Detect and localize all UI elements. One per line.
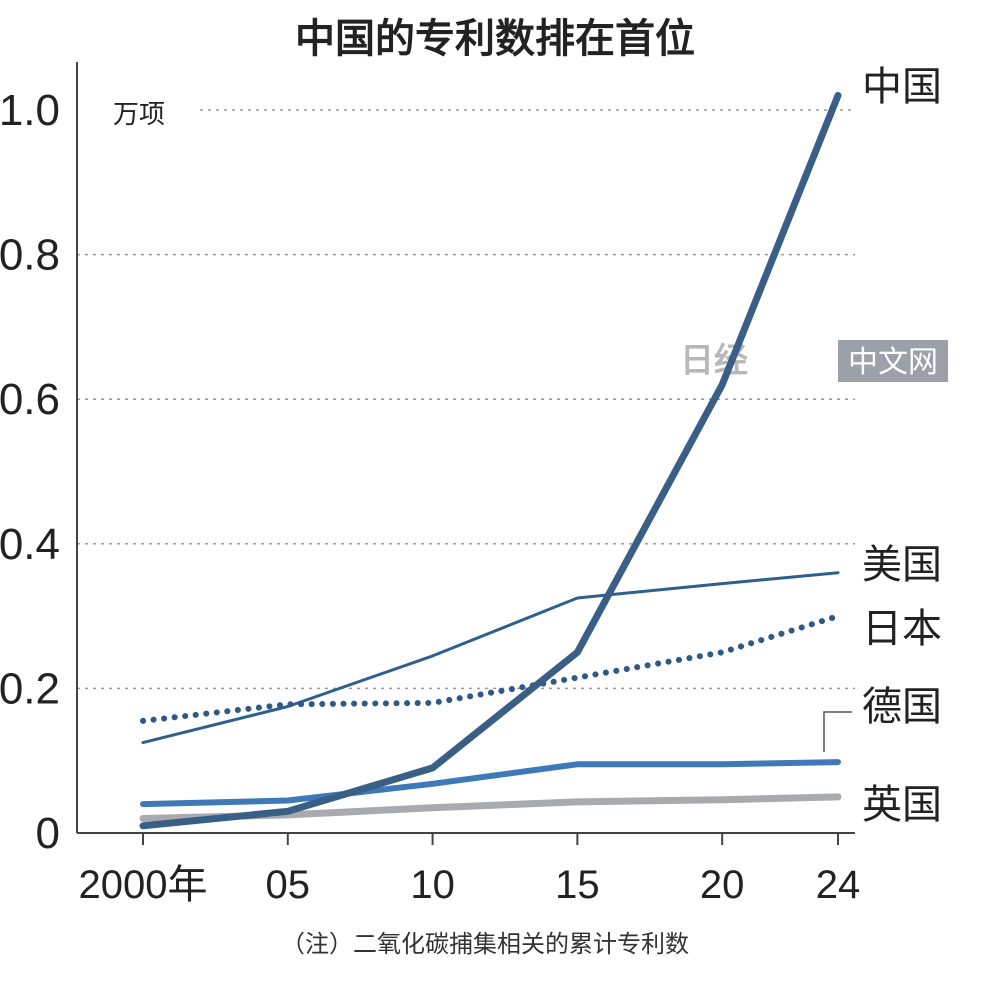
series-label-德国: 德国 — [862, 684, 942, 730]
series-label-日本: 日本 — [862, 606, 942, 652]
chart-title: 中国的专利数排在首位 — [295, 16, 695, 62]
chart-note: （注）二氧化碳捕集相关的累计专利数 — [281, 930, 689, 958]
x-tick-label: 15 — [555, 863, 600, 907]
x-tick-label: 20 — [700, 863, 745, 907]
series-label-英国: 英国 — [862, 782, 942, 828]
series-label-美国: 美国 — [862, 542, 942, 588]
watermark-text: 中文网 — [848, 345, 938, 380]
x-axis: 2000年 05 10 15 20 24 — [77, 832, 861, 907]
watermark-badge — [838, 340, 948, 382]
x-tick-label: 24 — [816, 863, 861, 907]
y-tick-label: 1.0 — [0, 86, 60, 135]
y-tick-label: 0.4 — [0, 520, 60, 569]
leader-line-德国 — [823, 711, 852, 752]
series-line-中国 — [139, 92, 842, 830]
unit-label: 万项 — [113, 100, 165, 130]
x-tick-label: 10 — [410, 863, 455, 907]
y-axis: 0 0.2 0.4 0.6 0.8 1.0 — [0, 62, 78, 858]
series-line-美国 — [141, 571, 840, 745]
y-tick-label: 0.6 — [0, 375, 60, 424]
y-tick-label: 0.8 — [0, 231, 60, 280]
watermark: 日经 中文网 — [680, 340, 948, 382]
series-line-日本 — [140, 613, 841, 724]
series-line-德国 — [140, 759, 841, 808]
x-tick-label: 05 — [266, 863, 311, 907]
grid — [77, 109, 855, 690]
y-tick-label: 0.2 — [0, 664, 60, 713]
series-group — [139, 92, 842, 830]
y-tick-label: 0 — [36, 809, 60, 858]
series-label-中国: 中国 — [862, 64, 942, 110]
x-tick-label: 2000年 — [79, 863, 208, 907]
